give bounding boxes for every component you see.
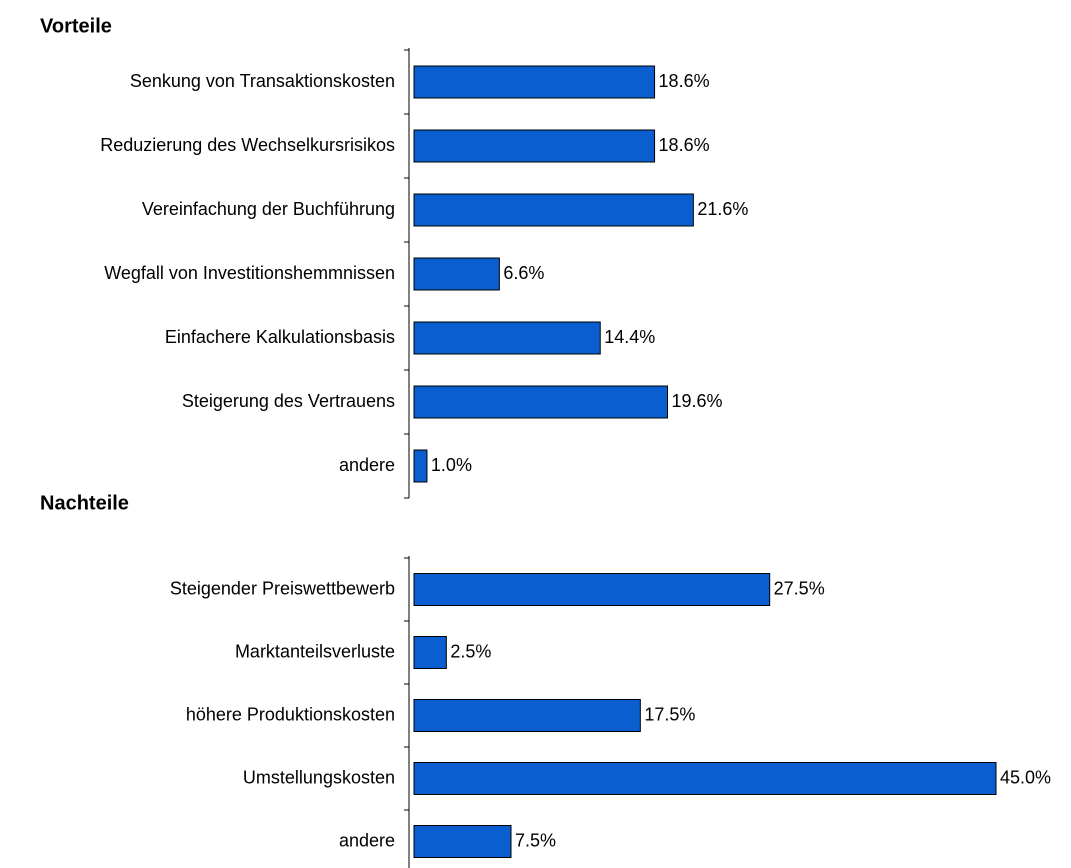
y-tick-label: Senkung von Transaktionskosten [130,71,395,91]
y-tick-label: andere [339,455,395,475]
y-tick-label: Wegfall von Investitionshemmnissen [104,263,395,283]
data-label: 1.0% [431,455,472,475]
data-label: 18.6% [659,135,710,155]
chart-title: Nachteile [40,492,129,514]
data-label: 27.5% [774,578,825,598]
chart-title: Vorteile [40,15,112,37]
data-label: 14.4% [604,327,655,347]
data-label: 17.5% [644,704,695,724]
data-label: 21.6% [697,199,748,219]
bar [413,65,656,99]
data-label: 7.5% [515,830,556,850]
y-tick-label: Vereinfachung der Buchführung [142,199,395,219]
y-tick-label: Steigender Preiswettbewerb [170,578,395,598]
bar [413,573,771,606]
bar [413,385,668,419]
data-label: 18.6% [659,71,710,91]
y-tick-label: andere [339,830,395,850]
bar [413,449,428,483]
bar [413,762,997,795]
y-tick-label: Umstellungskosten [243,767,395,787]
bar [413,699,641,732]
bar [413,636,447,669]
data-label: 19.6% [671,391,722,411]
bar [413,193,694,227]
data-label: 45.0% [1000,767,1051,787]
y-tick-label: Marktanteilsverluste [235,641,395,661]
y-tick-label: Reduzierung des Wechselkursrisikos [100,135,395,155]
bar [413,257,500,291]
y-tick-label: Einfachere Kalkulationsbasis [165,327,395,347]
bar [413,825,512,858]
y-tick-label: höhere Produktionskosten [186,704,395,724]
y-tick-label: Steigerung des Vertrauens [182,391,395,411]
bar [413,321,601,355]
data-label: 6.6% [503,263,544,283]
data-label: 2.5% [450,641,491,661]
bar [413,129,656,163]
